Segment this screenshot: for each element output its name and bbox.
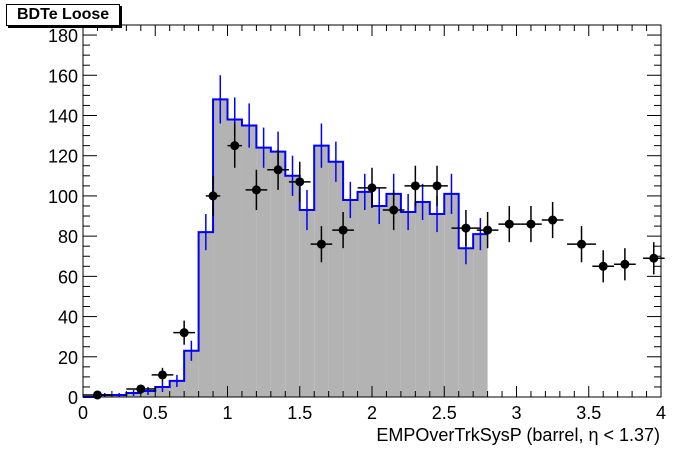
data-point [526, 219, 536, 229]
histogram-bar [169, 380, 185, 397]
y-tick-label: 160 [48, 66, 78, 86]
data-point [208, 191, 218, 201]
x-axis-label: EMPOverTrkSysP (barrel, η < 1.37) [376, 425, 660, 445]
histogram-bar [400, 212, 416, 397]
histogram-bar [184, 350, 199, 397]
data-point [179, 328, 189, 338]
histogram-bar [227, 119, 242, 397]
data-point [295, 177, 305, 187]
x-tick-label: 3.5 [576, 403, 601, 423]
data-point [251, 185, 261, 195]
data-point [483, 225, 493, 235]
data-point [316, 239, 326, 249]
y-tick-label: 180 [48, 26, 78, 46]
x-tick-label: 1.5 [287, 403, 312, 423]
histogram-bar [285, 175, 300, 397]
data-point [649, 253, 659, 263]
histogram-bar [386, 193, 401, 397]
x-tick-label: 4 [656, 403, 666, 423]
y-tick-label: 0 [68, 388, 78, 408]
data-point [157, 370, 167, 380]
histogram-bar [429, 214, 445, 397]
x-tick-label: 0.5 [143, 403, 168, 423]
y-tick-label: 60 [58, 267, 78, 287]
histogram-bar [270, 151, 286, 397]
y-tick-label: 80 [58, 227, 78, 247]
data-point [577, 239, 587, 249]
histogram-bar [473, 234, 488, 397]
y-tick-label: 120 [48, 147, 78, 167]
data-point [410, 181, 420, 191]
data-point [338, 225, 348, 235]
y-tick-label: 40 [58, 308, 78, 328]
chart-title: BDTe Loose [6, 4, 121, 26]
histogram-bar [328, 161, 344, 397]
mc-histogram-fill [97, 99, 488, 398]
y-tick-label: 140 [48, 106, 78, 126]
x-tick-label: 1 [222, 403, 232, 423]
data-point [136, 384, 146, 394]
data-point [504, 219, 514, 229]
data-point [548, 215, 558, 225]
histogram-bar [198, 232, 214, 397]
data-point [230, 141, 240, 151]
histogram-bar [372, 205, 387, 397]
histogram-bar [299, 209, 315, 397]
histogram-bar [458, 248, 474, 397]
data-point [273, 165, 283, 175]
axes-frame [82, 24, 662, 398]
histogram-bar [415, 201, 430, 397]
histogram-bar [314, 145, 329, 397]
data-point [389, 205, 399, 215]
histogram-bar [357, 191, 372, 397]
histogram-bar [343, 199, 358, 397]
histogram-bar [213, 99, 228, 398]
x-tick-label: 0 [78, 403, 88, 423]
y-tick-label: 20 [58, 348, 78, 368]
histogram-bar [256, 147, 271, 397]
data-point [598, 261, 608, 271]
tick-labels: 0 0.5 1 1.5 2 2.5 3 3.5 402040608010012014016018… [48, 26, 666, 423]
data-point [432, 181, 442, 191]
histogram-bar [444, 193, 459, 397]
data-point [620, 259, 630, 269]
data-points-layer [83, 123, 665, 400]
x-tick-label: 2.5 [432, 403, 457, 423]
histogram-bar [241, 125, 257, 398]
data-point [461, 223, 471, 233]
x-tick-label: 2 [367, 403, 377, 423]
y-tick-label: 100 [48, 187, 78, 207]
x-tick-label: 3 [511, 403, 521, 423]
data-point [367, 183, 377, 193]
